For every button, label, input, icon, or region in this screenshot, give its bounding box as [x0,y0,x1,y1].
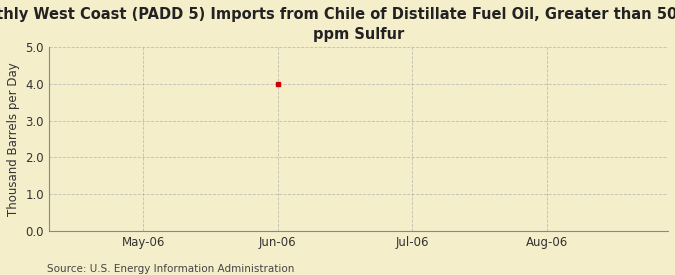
Text: Source: U.S. Energy Information Administration: Source: U.S. Energy Information Administ… [47,264,294,274]
Title: Monthly West Coast (PADD 5) Imports from Chile of Distillate Fuel Oil, Greater t: Monthly West Coast (PADD 5) Imports from… [0,7,675,42]
Y-axis label: Thousand Barrels per Day: Thousand Barrels per Day [7,62,20,216]
